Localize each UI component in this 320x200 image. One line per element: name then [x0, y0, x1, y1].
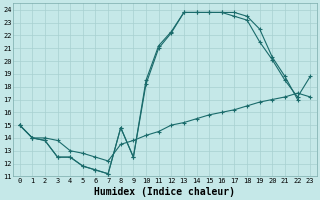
- X-axis label: Humidex (Indice chaleur): Humidex (Indice chaleur): [94, 186, 236, 197]
